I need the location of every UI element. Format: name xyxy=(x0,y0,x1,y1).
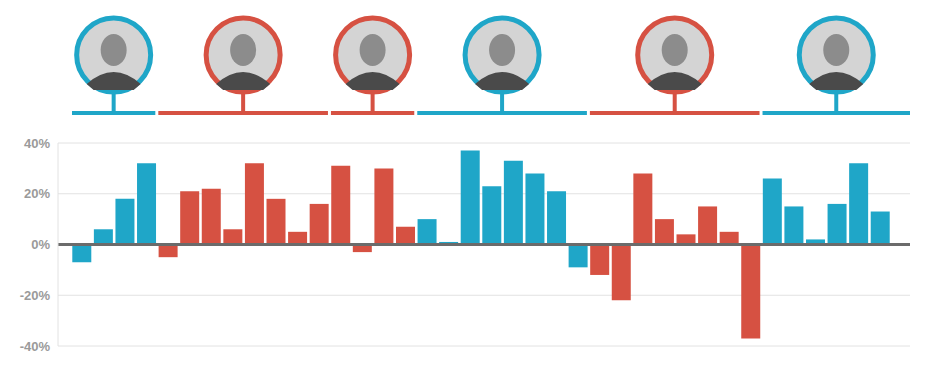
svg-text:0%: 0% xyxy=(31,237,50,252)
svg-text:20%: 20% xyxy=(24,186,50,201)
svg-text:-20%: -20% xyxy=(20,288,51,303)
svg-text:40%: 40% xyxy=(24,136,50,151)
svg-text:-40%: -40% xyxy=(20,339,51,354)
